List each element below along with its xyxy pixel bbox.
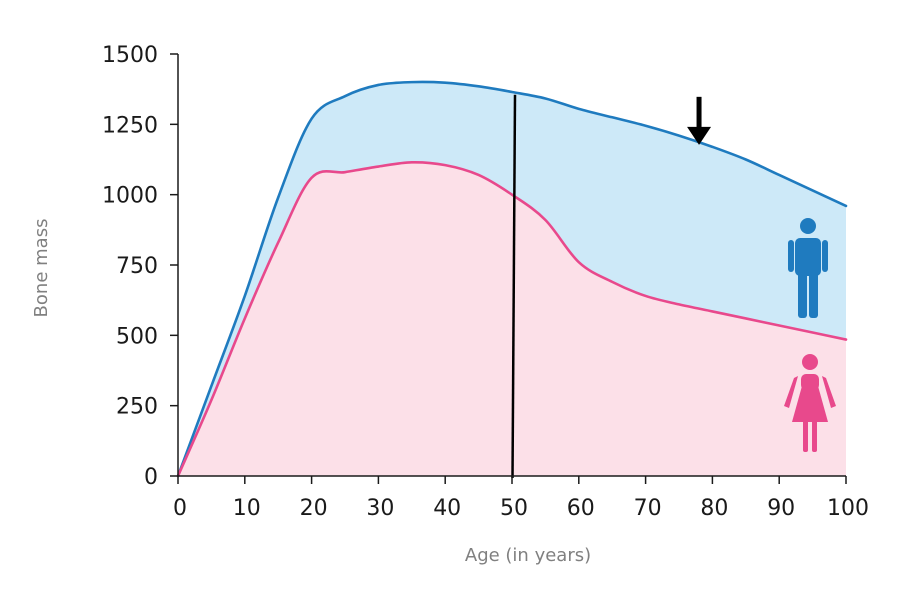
- age-50-marker-line: [511, 94, 517, 479]
- y-tick-label: 1500: [102, 43, 158, 68]
- x-axis-title: Age (in years): [465, 545, 591, 566]
- x-tick-label: 100: [827, 496, 869, 521]
- y-tick-label: 750: [116, 254, 158, 279]
- arrow-down-icon: [687, 96, 712, 145]
- woman-icon: [784, 354, 836, 452]
- x-tick-label: 60: [567, 496, 595, 521]
- y-tick-label: 1000: [102, 184, 158, 209]
- series-0-line: [176, 80, 848, 478]
- x-tick-label: 10: [233, 496, 261, 521]
- x-tick-label: 80: [700, 496, 728, 521]
- series-1-area: [178, 162, 846, 476]
- x-tick-label: 40: [433, 496, 461, 521]
- icon-layer: [784, 218, 836, 452]
- arrow-head: [687, 126, 712, 145]
- x-tick-label: 70: [634, 496, 662, 521]
- annotation-layer: [511, 94, 712, 479]
- y-tick-label: 1250: [102, 113, 158, 138]
- x-tick-label: 50: [500, 496, 528, 521]
- man-icon: [788, 218, 828, 318]
- y-tick-label: 500: [116, 324, 158, 349]
- y-tick-label: 250: [116, 395, 158, 420]
- line-layer: [176, 80, 848, 478]
- y-axis-title: Bone mass: [31, 219, 52, 318]
- x-tick-label: 20: [300, 496, 328, 521]
- axes: 0 250 500 750 1000 1250 1500 0 10 20 30 40 50 60 70 80 9…: [31, 43, 869, 566]
- x-tick-label: 30: [366, 496, 394, 521]
- x-tick-label: 0: [173, 496, 187, 521]
- area-layer: [178, 81, 846, 476]
- series-1-line: [176, 160, 848, 478]
- x-tick-label: 90: [767, 496, 795, 521]
- y-tick-label: 0: [144, 465, 158, 490]
